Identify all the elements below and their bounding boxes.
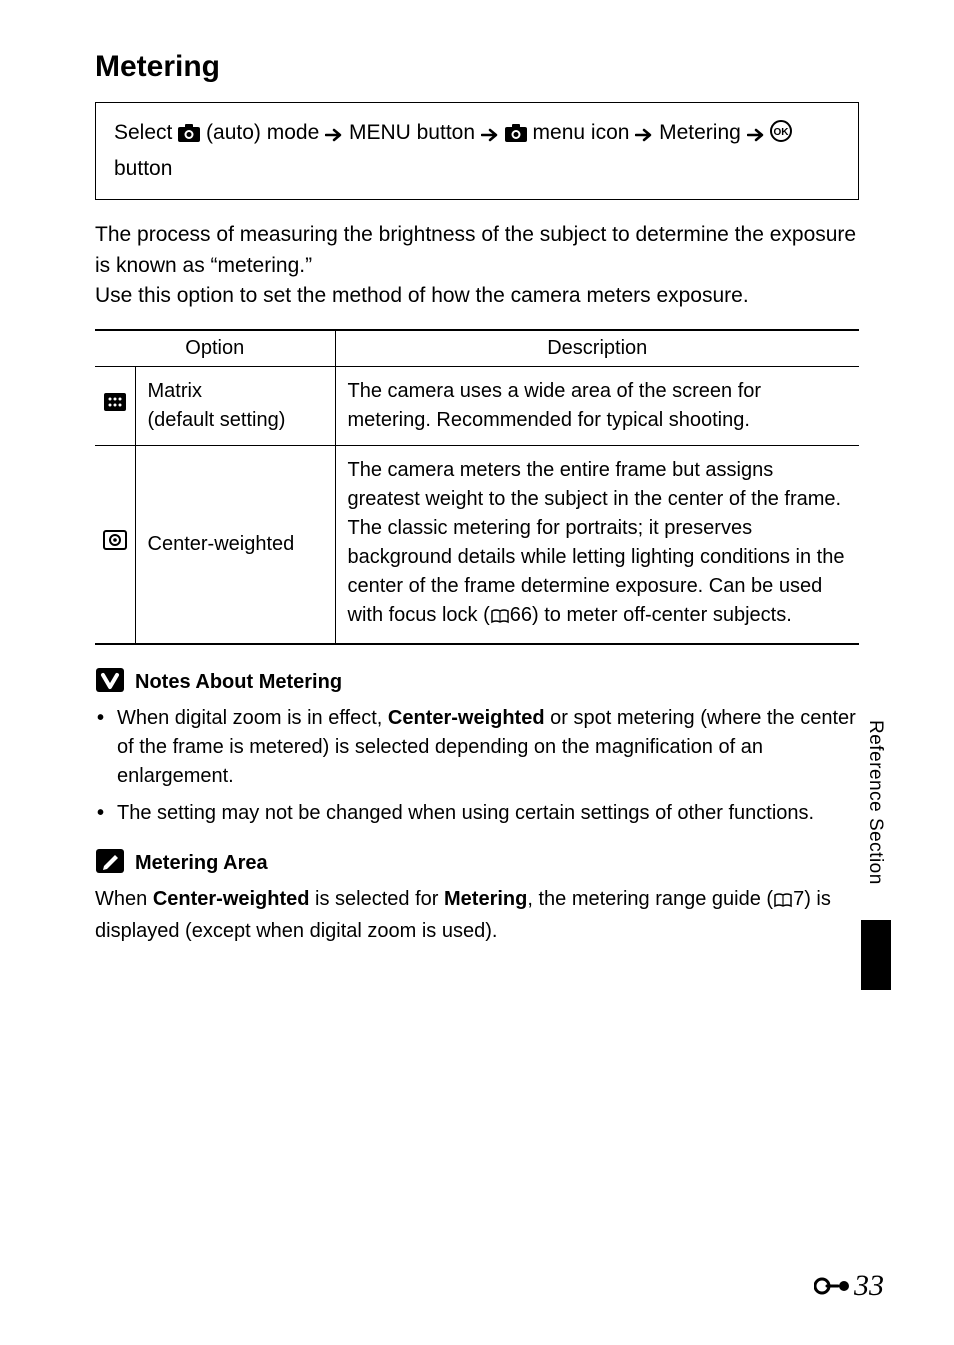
notes-heading-text: Notes About Metering: [135, 671, 342, 694]
notes-list: When digital zoom is in effect, Center-w…: [95, 704, 859, 828]
nav-text: (auto) mode: [200, 121, 325, 144]
nav-text: button: [411, 121, 481, 144]
area-ref: 7: [793, 888, 804, 910]
note-bold: Center-weighted: [388, 707, 545, 729]
option-name-line: Matrix: [148, 377, 323, 406]
table-row: Matrix (default setting) The camera uses…: [95, 367, 859, 446]
reference-icon: [814, 1275, 850, 1297]
pencil-icon: [95, 848, 125, 879]
area-heading-text: Metering Area: [135, 852, 268, 875]
page-number-value: 33: [854, 1269, 884, 1303]
svg-text:OK: OK: [774, 127, 790, 138]
area-paragraph: When Center-weighted is selected for Met…: [95, 885, 859, 946]
option-name: Matrix (default setting): [135, 367, 335, 446]
option-name-line: Center-weighted: [148, 530, 323, 559]
area-bold: Metering: [444, 888, 527, 910]
intro-line: The process of measuring the brightness …: [95, 220, 859, 281]
arrow-right-icon: [747, 120, 765, 153]
arrow-right-icon: [325, 120, 343, 153]
area-bold: Center-weighted: [153, 888, 310, 910]
notes-heading: Notes About Metering: [95, 667, 859, 698]
intro-line: Use this option to set the method of how…: [95, 281, 859, 311]
note-text: The setting may not be changed when usin…: [117, 802, 814, 824]
desc-text: ) to meter off-center subjects.: [532, 604, 792, 626]
side-section-label: Reference Section: [864, 720, 886, 885]
side-tab-marker: [861, 920, 891, 990]
option-description: The camera meters the entire frame but a…: [335, 446, 859, 645]
nav-text: menu icon: [527, 121, 636, 144]
area-text-span: is selected for: [310, 888, 445, 910]
book-icon: [773, 888, 793, 917]
list-item: When digital zoom is in effect, Center-w…: [95, 704, 859, 791]
camera-icon: [505, 120, 527, 153]
nav-text: Metering: [653, 121, 746, 144]
desc-ref: 66: [510, 604, 532, 626]
table-header-description: Description: [335, 330, 859, 367]
menu-label: MENU: [349, 121, 411, 144]
page-number: 33: [814, 1269, 884, 1303]
option-name: Center-weighted: [135, 446, 335, 645]
option-name-line: (default setting): [148, 406, 323, 435]
area-heading: Metering Area: [95, 848, 859, 879]
table-header-option: Option: [95, 330, 335, 367]
center-weighted-icon: [95, 446, 135, 645]
arrow-right-icon: [635, 120, 653, 153]
nav-text: button: [114, 157, 172, 180]
camera-icon: [178, 120, 200, 153]
options-table: Option Description Matrix (default setti…: [95, 329, 859, 645]
area-text-span: , the metering range guide (: [527, 888, 773, 910]
area-text-span: When: [95, 888, 153, 910]
list-item: The setting may not be changed when usin…: [95, 799, 859, 828]
option-description: The camera uses a wide area of the scree…: [335, 367, 859, 446]
intro-paragraph: The process of measuring the brightness …: [95, 220, 859, 311]
matrix-icon: [95, 367, 135, 446]
table-row: Center-weighted The camera meters the en…: [95, 446, 859, 645]
arrow-right-icon: [481, 120, 499, 153]
navigation-path-box: Select (auto) mode MENU button menu icon…: [95, 102, 859, 200]
nav-text: Select: [114, 121, 178, 144]
book-icon: [490, 604, 510, 633]
note-text: When digital zoom is in effect,: [117, 707, 388, 729]
alert-icon: [95, 667, 125, 698]
ok-icon: OK: [770, 120, 792, 153]
desc-text: The camera meters the entire frame but a…: [348, 459, 845, 626]
page-title: Metering: [95, 50, 859, 84]
